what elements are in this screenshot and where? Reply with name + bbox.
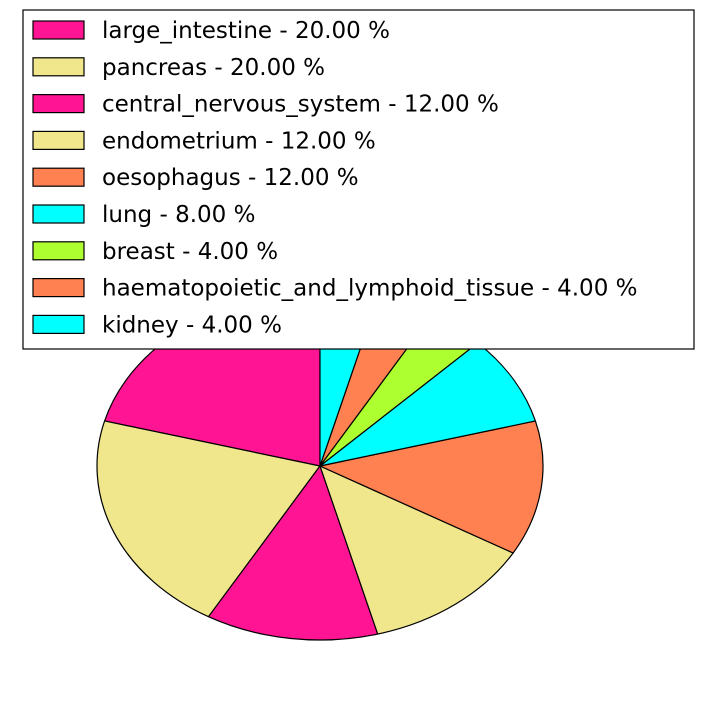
legend-label-endometrium: endometrium - 12.00 %	[102, 128, 376, 154]
pie-slice-oesophagus	[319, 420, 544, 554]
legend-swatch-oesophagus	[32, 167, 85, 187]
legend: large_intestine - 20.00 % pancreas - 20.0…	[22, 9, 695, 350]
legend-box	[22, 9, 695, 350]
legend-label-breast: breast - 4.00 %	[102, 239, 278, 265]
legend-swatch-haematopoietic-and-lymphoid-tissue	[32, 278, 85, 298]
legend-swatch-kidney	[32, 314, 85, 334]
pie-slice-pancreas	[96, 420, 321, 618]
legend-swatch-central-nervous-system	[32, 93, 85, 114]
pie-slice-central-nervous-system	[207, 465, 379, 641]
legend-swatch-endometrium	[32, 130, 85, 150]
legend-swatch-breast	[32, 241, 85, 261]
legend-label-lung: lung - 8.00 %	[102, 202, 255, 228]
legend-label-kidney: kidney - 4.00 %	[102, 312, 282, 338]
legend-swatch-pancreas	[32, 57, 85, 77]
legend-label-haematopoietic-and-lymphoid-tissue: haematopoietic_and_lymphoid_tissue - 4.0…	[102, 276, 638, 302]
legend-swatch-lung	[32, 204, 85, 224]
pie-slice-endometrium	[319, 465, 514, 635]
legend-label-pancreas: pancreas - 20.00 %	[102, 55, 325, 81]
legend-label-oesophagus: oesophagus - 12.00 %	[102, 165, 359, 191]
legend-label-large-intestine: large_intestine - 20.00 %	[102, 18, 390, 44]
legend-swatch-large-intestine	[32, 20, 85, 40]
legend-label-central-nervous-system: central_nervous_system - 12.00 %	[102, 92, 499, 118]
